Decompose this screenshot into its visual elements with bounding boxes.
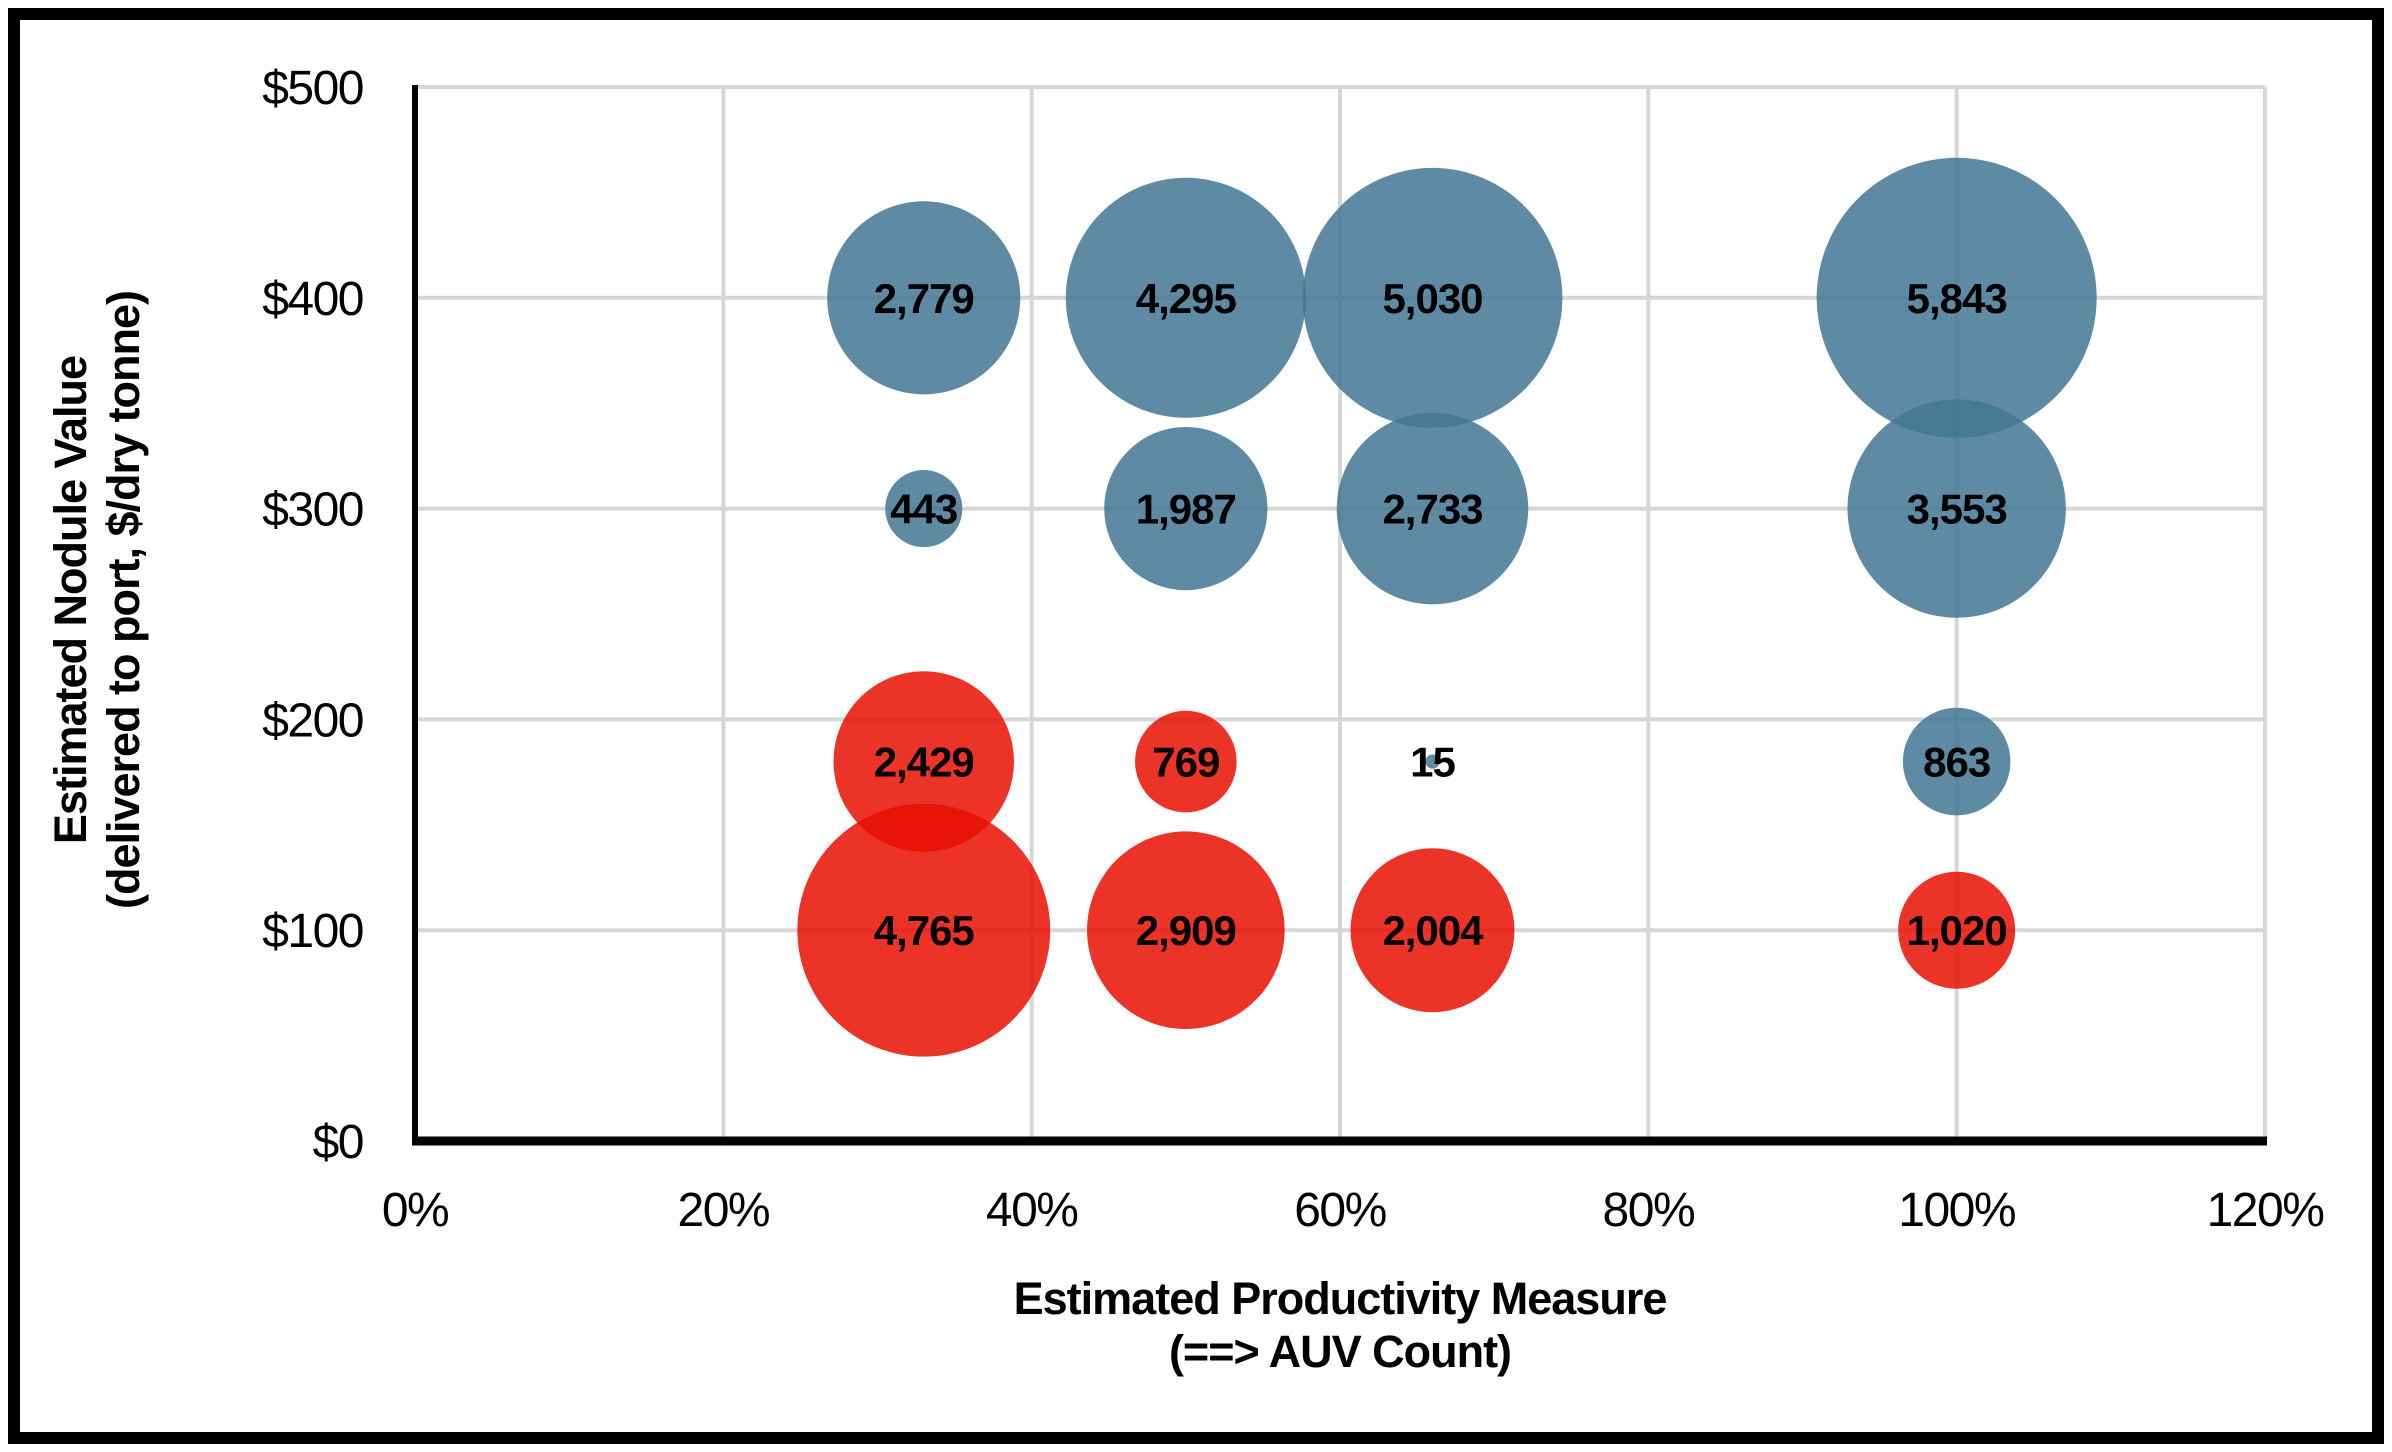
bubble-value-label: 4,765 [874, 907, 975, 954]
bubble-value-label: 5,843 [1907, 275, 2007, 322]
y-axis-title-line2: (delivered to port, $/dry tonne) [98, 290, 149, 910]
bubble-value-label: 5,030 [1382, 275, 1482, 322]
bubble-value-label: 2,004 [1382, 907, 1484, 954]
y-axis-title-line1: Estimated Nodule Value [45, 355, 96, 845]
bubble-blue [1902, 707, 2011, 816]
bubble-blue [1425, 754, 1440, 769]
y-tick-label: $400 [262, 273, 363, 326]
bubble-blue [1816, 157, 2097, 438]
bubble-value-label: 1,987 [1136, 486, 1236, 533]
bubble-red [1350, 848, 1515, 1013]
bubble-red [833, 671, 1015, 852]
bubble-value-label: 3,553 [1907, 486, 2007, 533]
bubble-blue [885, 470, 963, 548]
x-tick-label: 120% [2207, 1184, 2324, 1237]
bubble-value-label: 443 [890, 486, 957, 533]
bubble-blue [1336, 412, 1529, 605]
bubble-red [1135, 710, 1237, 813]
bubble-blue [1104, 426, 1268, 591]
bubble-red [797, 803, 1051, 1057]
bubble-red [1087, 831, 1285, 1029]
bubble-blue [1302, 167, 1563, 428]
y-tick-label: $300 [262, 484, 363, 537]
x-tick-label: 0% [382, 1184, 448, 1237]
bubble-value-label: 769 [1152, 739, 1219, 786]
bubble-labels: 2,779 4,295 5,030 5,843 443 1,987 2,733 3,553 2,… [874, 275, 2008, 954]
x-axis-title-line1: Estimated Productivity Measure [1013, 1273, 1668, 1324]
bubble-value-label: 2,429 [874, 739, 974, 786]
x-tick-label: 60% [1294, 1184, 1386, 1237]
bubble-blue [1847, 399, 2066, 618]
y-tick-label: $200 [262, 694, 363, 747]
x-tick-label: 20% [678, 1184, 770, 1237]
bubble-value-label: 863 [1923, 739, 1990, 786]
x-axis-title: Estimated Productivity Measure (==> AUV … [415, 1272, 2265, 1378]
x-tick-label: 80% [1603, 1184, 1695, 1237]
bubble-value-label: 2,779 [874, 275, 974, 322]
bubble-value-label: 2,733 [1382, 486, 1482, 533]
bubble-value-label: 2,909 [1136, 907, 1236, 954]
x-tick-label: 40% [986, 1184, 1078, 1237]
tick-labels: $0 $100 $200 $300 $400 $500 0% 20% 40% 60% 80% 100%… [262, 62, 2325, 1237]
y-tick-label: $0 [313, 1116, 363, 1169]
bubbles [797, 157, 2097, 1057]
y-tick-label: $100 [262, 905, 363, 958]
bubble-blue [827, 201, 1021, 395]
axis-lines [412, 85, 2268, 1146]
bubble-value-label: 1,020 [1907, 907, 2007, 954]
bubble-value-label: 15 [1410, 739, 1455, 786]
y-axis-title: Estimated Nodule Value (delivered to por… [44, 0, 150, 1250]
x-tick-label: 100% [1898, 1184, 2015, 1237]
bubble-value-label: 4,295 [1136, 275, 1237, 322]
bubble-blue [1065, 177, 1306, 418]
bubble-red [1898, 871, 2016, 989]
x-axis-title-line2: (==> AUV Count) [1168, 1326, 1512, 1377]
y-tick-label: $500 [262, 62, 363, 115]
